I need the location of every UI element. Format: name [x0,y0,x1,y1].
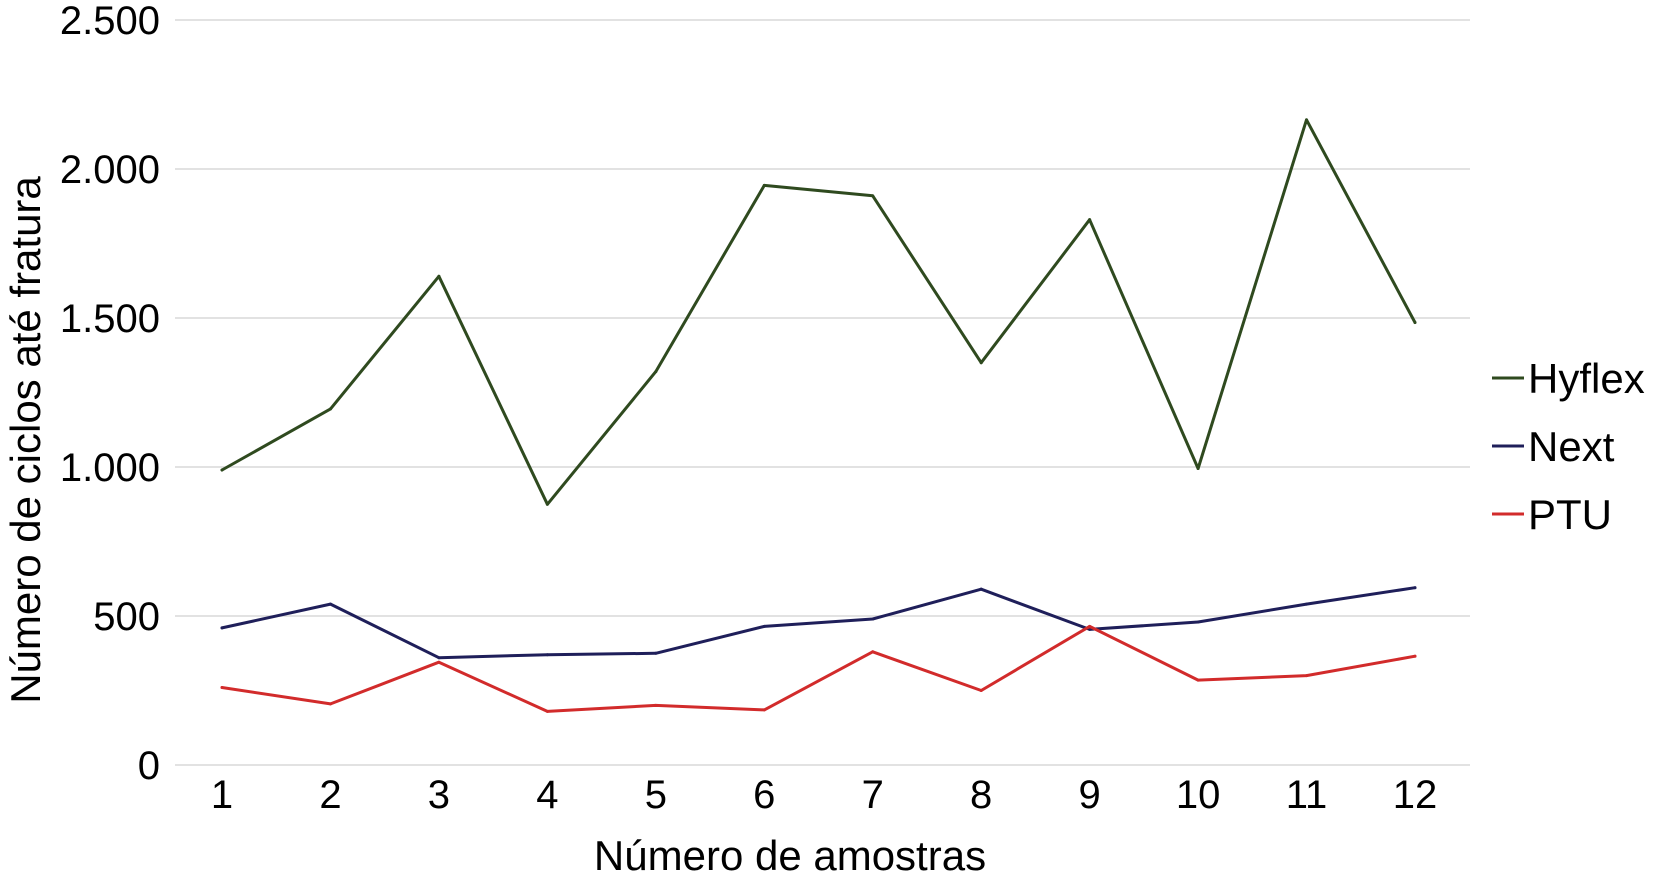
x-tick-label-4: 4 [536,773,558,817]
x-tick-label-3: 3 [428,773,450,817]
y-tick-label-500: 500 [93,595,160,639]
x-tick-label-10: 10 [1176,773,1221,817]
data-point-next-6 [762,624,766,628]
data-point-next-2 [328,602,332,606]
data-point-hyflex-5 [654,370,658,374]
data-point-hyflex-10 [1196,466,1200,470]
data-point-ptu-9 [1088,624,1092,628]
x-tick-label-12: 12 [1393,773,1438,817]
y-tick-label-2500: 2.500 [60,0,160,43]
series-lines [220,118,1417,713]
data-point-next-7 [871,617,875,621]
data-point-next-10 [1196,620,1200,624]
data-point-ptu-4 [545,709,549,713]
data-point-next-12 [1413,586,1417,590]
series-line-next [220,586,1417,660]
x-axis-title: Número de amostras [594,832,986,879]
x-tick-label-9: 9 [1079,773,1101,817]
data-point-hyflex-7 [871,194,875,198]
data-point-ptu-12 [1413,654,1417,658]
data-point-ptu-3 [437,660,441,664]
data-point-hyflex-1 [220,468,224,472]
x-tick-label-8: 8 [970,773,992,817]
data-point-hyflex-11 [1305,118,1309,122]
y-tick-label-2000: 2.000 [60,148,160,192]
x-tick-label-7: 7 [862,773,884,817]
data-point-hyflex-12 [1413,320,1417,324]
y-tick-label-1000: 1.000 [60,446,160,490]
legend-label-next: Next [1528,423,1615,470]
data-point-next-3 [437,656,441,660]
data-point-ptu-5 [654,703,658,707]
x-tick-label-6: 6 [753,773,775,817]
data-point-hyflex-2 [328,407,332,411]
data-point-next-5 [654,651,658,655]
x-tick-label-2: 2 [319,773,341,817]
data-point-hyflex-4 [545,502,549,506]
gridlines [175,19,1470,766]
data-point-ptu-11 [1305,674,1309,678]
data-point-next-1 [220,626,224,630]
series-line-ptu [220,624,1417,713]
data-point-ptu-10 [1196,678,1200,682]
y-axis-title: Número de ciclos até fratura [2,176,49,704]
data-point-hyflex-3 [437,274,441,278]
data-point-ptu-6 [762,708,766,712]
x-tick-label-11: 11 [1286,773,1328,817]
legend-label-hyflex: Hyflex [1528,355,1645,402]
data-point-next-4 [545,653,549,657]
data-point-ptu-7 [871,650,875,654]
legend: Hyflex Next PTU [1492,355,1645,538]
data-point-hyflex-9 [1088,218,1092,222]
data-point-ptu-8 [979,689,983,692]
series-line-hyflex [220,118,1417,506]
y-tick-label-0: 0 [138,744,160,788]
data-point-next-11 [1305,602,1309,606]
y-axis-ticks: 0 500 1.000 1.500 2.000 2.500 [60,0,160,788]
data-point-hyflex-6 [762,183,766,187]
x-tick-label-1: 1 [211,773,233,817]
x-tick-label-5: 5 [645,773,667,817]
data-point-ptu-1 [220,686,224,690]
legend-label-ptu: PTU [1528,491,1612,538]
y-tick-label-1500: 1.500 [60,297,160,341]
x-axis-ticks: 1 2 3 4 5 6 7 8 9 10 11 12 [211,773,1437,817]
data-point-ptu-2 [328,702,332,706]
data-point-hyflex-8 [979,361,983,365]
data-point-next-9 [1088,627,1092,631]
data-point-next-8 [979,587,983,591]
